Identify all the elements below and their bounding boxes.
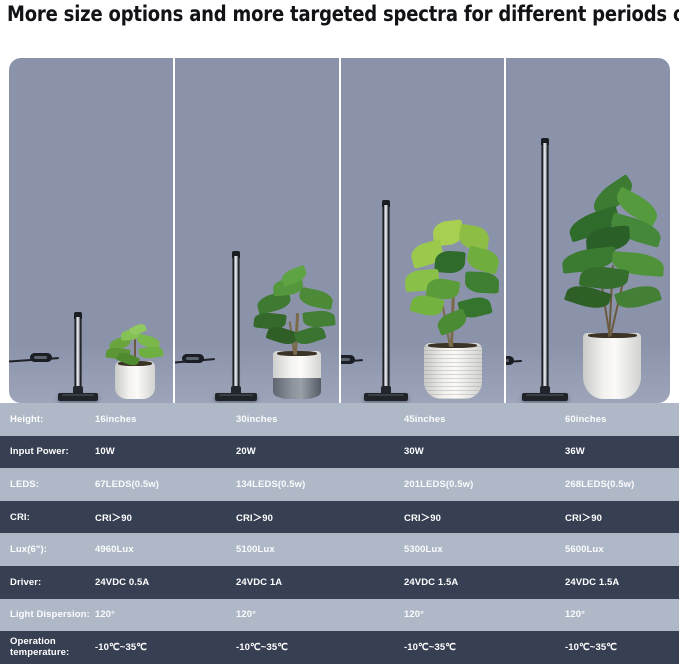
lamp-pole (382, 205, 389, 395)
lamp-base (363, 393, 408, 401)
headline-bar: More size options and more targeted spec… (0, 0, 679, 48)
cell-value: 134LEDS(0.5w) (236, 478, 306, 490)
cell-value: 10W (95, 446, 115, 458)
lamp-cap (541, 138, 550, 145)
pot-soil (587, 333, 637, 338)
row-label: Light Dispersion: (10, 609, 90, 621)
plant-pot (272, 351, 321, 399)
potted-plant (249, 238, 339, 403)
cell-value: 4960Lux (95, 544, 134, 556)
lamp-base (214, 393, 257, 401)
lamp-pole (232, 256, 240, 395)
cell-value: 24VDC 1A (236, 576, 283, 588)
cell-value: 120° (565, 609, 586, 621)
inline-switch-icon (181, 354, 204, 363)
inline-switch-icon (30, 353, 52, 362)
plant-leaf (302, 309, 336, 329)
cell-value: -10℃~35℃ (95, 641, 147, 653)
cell-value: -10℃~35℃ (565, 641, 617, 653)
cell-value: CRI＞90 (236, 513, 274, 525)
cell-value: 45inches (404, 413, 446, 425)
potted-plant (397, 181, 505, 403)
lamp-stem (73, 386, 83, 396)
lamp-pole (541, 143, 549, 395)
row-label: Input Power: (10, 446, 69, 458)
lamp-stem (540, 386, 551, 396)
inline-switch-icon (506, 356, 515, 365)
pot-ribbing (423, 343, 482, 399)
plant-leaf (433, 249, 466, 275)
cell-value: 5600Lux (565, 544, 604, 556)
table-row: Driver: 24VDC 0.5A 24VDC 1A 24VDC 1.5A 2… (0, 565, 679, 599)
cell-value: CRI＞90 (95, 513, 133, 525)
led-grow-lamp (520, 131, 570, 403)
cell-value: 120° (95, 609, 116, 621)
cell-value: 36W (565, 446, 585, 458)
lamp-base (58, 393, 98, 401)
cell-value: 120° (236, 609, 257, 621)
plant-stem (134, 339, 136, 365)
cell-value: 24VDC 1.5A (404, 576, 459, 588)
potted-plant (97, 298, 173, 403)
lamp-base (522, 393, 569, 401)
led-grow-lamp (211, 243, 261, 403)
lamp-cap (231, 251, 240, 258)
cell-value: CRI＞90 (565, 513, 603, 525)
cell-value: 268LEDS(0.5w) (565, 478, 635, 490)
potted-plant (552, 123, 670, 403)
table-row: Operation temperature: -10℃~35℃ -10℃~35℃… (0, 631, 679, 664)
lamp-stem (380, 386, 391, 396)
cell-value: 67LEDS(0.5w) (95, 478, 160, 490)
plant-pot (583, 333, 642, 399)
plant-pot (115, 361, 155, 399)
panel-16-inch (9, 58, 173, 403)
panel-30-inch (172, 58, 339, 403)
cell-value: 60inches (565, 413, 607, 425)
cell-value: 120° (404, 609, 425, 621)
table-row: LEDS: 67LEDS(0.5w) 134LEDS(0.5w) 201LEDS… (0, 468, 679, 501)
cell-value: 30inches (236, 413, 278, 425)
lamp-stem (230, 386, 241, 396)
table-row: CRI: CRI＞90 CRI＞90 CRI＞90 CRI＞90 (0, 500, 679, 534)
table-row: Light Dispersion: 120° 120° 120° 120° (0, 598, 679, 632)
cell-value: 5300Lux (404, 544, 443, 556)
row-label: Height: (10, 413, 44, 425)
row-label: LEDS: (10, 478, 39, 490)
cell-value: -10℃~35℃ (236, 641, 288, 653)
page-title: More size options and more targeted spec… (7, 2, 679, 27)
cell-value: 30W (404, 446, 424, 458)
lamp-cap (381, 200, 390, 207)
table-row: Height: 16inches 30inches 45inches 60inc… (0, 403, 679, 436)
table-row: Lux(6"): 4960Lux 5100Lux 5300Lux 5600Lux (0, 533, 679, 566)
plant-leaf (138, 345, 164, 360)
cell-value: CRI＞90 (404, 513, 442, 525)
cell-value: 24VDC 0.5A (95, 576, 150, 588)
panel-60-inch (504, 58, 670, 403)
lamp-pole (74, 317, 82, 395)
inline-switch-icon (340, 355, 355, 364)
table-row: Input Power: 10W 20W 30W 36W (0, 435, 679, 469)
product-photo-strip (9, 58, 670, 403)
row-label: CRI: (10, 511, 30, 523)
cell-value: 20W (236, 446, 256, 458)
lamp-cap (74, 312, 82, 319)
row-label: Driver: (10, 576, 42, 588)
cell-value: -10℃~35℃ (404, 641, 456, 653)
plant-leaf (464, 245, 501, 275)
cell-value: 201LEDS(0.5w) (404, 478, 474, 490)
panel-45-inch (338, 58, 505, 403)
specification-table: Height: 16inches 30inches 45inches 60inc… (0, 403, 679, 664)
plant-leaf (464, 271, 499, 294)
row-label: Lux(6"): (10, 544, 47, 556)
plant-pot (423, 343, 482, 399)
led-grow-lamp (361, 193, 411, 403)
pot-lower (272, 377, 321, 399)
cell-value: 16inches (95, 413, 137, 425)
plant-leaf (297, 286, 335, 311)
cell-value: 24VDC 1.5A (565, 576, 620, 588)
row-label: Operation temperature: (10, 636, 70, 659)
led-grow-lamp (53, 303, 103, 403)
cell-value: 5100Lux (236, 544, 275, 556)
